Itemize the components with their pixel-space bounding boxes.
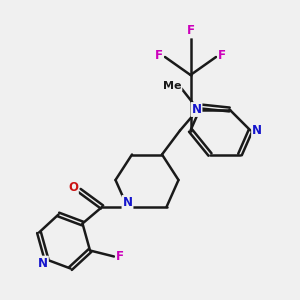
Text: F: F bbox=[116, 250, 124, 263]
Text: N: N bbox=[191, 103, 202, 116]
Text: F: F bbox=[218, 49, 226, 62]
Text: O: O bbox=[68, 181, 78, 194]
Text: F: F bbox=[187, 24, 194, 38]
Text: Me: Me bbox=[163, 80, 182, 91]
Text: N: N bbox=[122, 196, 133, 209]
Text: N: N bbox=[38, 256, 48, 270]
Text: N: N bbox=[252, 124, 262, 137]
Text: F: F bbox=[155, 49, 163, 62]
